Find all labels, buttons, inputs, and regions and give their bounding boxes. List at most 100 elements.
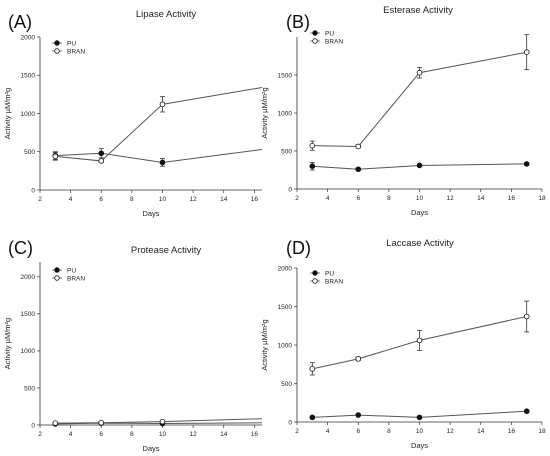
- y-tick-label: 1500: [278, 72, 293, 79]
- data-point: [523, 313, 530, 320]
- series-pu: PU: [309, 30, 530, 173]
- legend-marker: [54, 40, 60, 46]
- data-point: [355, 166, 362, 173]
- y-tick-label: 2000: [278, 265, 293, 272]
- series-bran: BRAN: [52, 48, 263, 164]
- data-point: [416, 162, 423, 169]
- legend-marker: [54, 267, 60, 273]
- chart-panel-4: (D) Laccase Activity 2 4 6 8 10 12 14 16 18 0 500 100…: [260, 238, 546, 450]
- legend-label: BRAN: [325, 278, 343, 285]
- data-point: [159, 159, 166, 166]
- series-line: [312, 163, 527, 170]
- x-tick-label: 4: [326, 428, 330, 435]
- legend-marker: [312, 30, 318, 36]
- data-point: [355, 412, 362, 418]
- x-tick-label: 12: [189, 431, 197, 438]
- legend-label: PU: [67, 40, 76, 47]
- x-tick-label: 16: [508, 428, 516, 435]
- data-point: [416, 414, 423, 421]
- series-line: [55, 86, 263, 162]
- y-tick-label: 1500: [278, 304, 293, 311]
- series-line: [55, 148, 263, 163]
- y-tick-label: 1000: [278, 110, 293, 117]
- y-tick-label: 0: [288, 186, 292, 193]
- series-line: [312, 410, 527, 418]
- y-tick-label: 1500: [21, 73, 36, 80]
- x-tick-label: 2: [38, 431, 42, 438]
- x-tick-label: 8: [387, 428, 391, 435]
- y-tick-label: 500: [24, 385, 35, 392]
- legend-label: BRAN: [67, 48, 85, 55]
- data-point: [416, 69, 423, 76]
- data-point: [159, 101, 166, 108]
- chart-title: Esterase Activity: [383, 5, 453, 16]
- x-tick-label: 10: [159, 431, 167, 438]
- data-point: [98, 150, 105, 157]
- y-tick-label: 2000: [21, 274, 36, 281]
- chart-panel-2: (B) Esterase Activity 2 4 6 8 10 12 14 16 18 0 500 10…: [260, 5, 546, 217]
- series-pu: PU: [309, 270, 530, 421]
- y-tick-label: 0: [31, 422, 35, 429]
- data-point: [523, 408, 530, 415]
- panel-letter: (B): [286, 12, 310, 32]
- data-point: [523, 49, 530, 55]
- y-tick-label: 2000: [21, 34, 36, 41]
- series-line: [312, 51, 527, 147]
- panel-letter: (C): [8, 238, 33, 258]
- legend-marker: [312, 278, 318, 284]
- y-axis-label: Activity µM/m²g: [3, 318, 12, 369]
- x-tick-label: 14: [477, 195, 485, 202]
- x-tick-label: 10: [159, 196, 167, 203]
- chart-title: Laccase Activity: [386, 238, 454, 249]
- x-tick-label: 12: [447, 195, 455, 202]
- series-bran: BRAN: [309, 34, 530, 151]
- data-point: [309, 414, 316, 421]
- data-point: [52, 420, 59, 426]
- x-tick-label: 4: [69, 196, 73, 203]
- legend-marker: [312, 270, 318, 276]
- legend-label: BRAN: [67, 275, 85, 282]
- x-tick-label: 6: [99, 196, 103, 203]
- series-bran: BRAN: [309, 278, 530, 376]
- x-tick-label: 2: [38, 196, 42, 203]
- chart-panel-3: (C) Protease Activity 2 4 6 8 10 12 14 16 0 500 1000…: [3, 238, 263, 453]
- data-point: [159, 418, 166, 425]
- series-line: [55, 418, 263, 424]
- x-tick-label: 8: [130, 196, 134, 203]
- legend-marker: [54, 275, 60, 281]
- series-line: [312, 316, 527, 370]
- x-tick-label: 16: [251, 431, 259, 438]
- data-point: [98, 158, 105, 164]
- x-tick-label: 4: [326, 195, 330, 202]
- x-tick-label: 12: [447, 428, 455, 435]
- x-tick-label: 14: [477, 428, 485, 435]
- data-point: [309, 142, 316, 149]
- y-axis-label: Activity µM/m²g: [3, 88, 12, 139]
- data-point: [523, 161, 530, 167]
- y-tick-label: 500: [281, 381, 292, 388]
- x-tick-label: 8: [130, 431, 134, 438]
- legend-label: PU: [325, 30, 334, 37]
- panel-letter: (D): [286, 238, 311, 258]
- legend-marker: [54, 48, 60, 54]
- series-line: [55, 422, 263, 425]
- y-tick-label: 1500: [21, 311, 36, 318]
- x-tick-label: 12: [189, 196, 197, 203]
- data-point: [98, 419, 105, 426]
- x-tick-label: 2: [295, 428, 299, 435]
- y-tick-label: 1000: [21, 111, 36, 118]
- data-point: [309, 163, 316, 170]
- data-point: [355, 143, 362, 150]
- x-tick-label: 18: [538, 428, 546, 435]
- x-tick-label: 8: [387, 195, 391, 202]
- x-axis-label: Days: [411, 441, 428, 450]
- y-tick-label: 1000: [21, 348, 36, 355]
- x-tick-label: 6: [356, 195, 360, 202]
- x-tick-label: 18: [538, 195, 546, 202]
- x-tick-label: 4: [69, 431, 73, 438]
- legend-label: PU: [67, 267, 76, 274]
- legend-label: BRAN: [325, 38, 343, 45]
- y-axis-label: Activity µM/m²g: [260, 319, 269, 370]
- chart-panel-1: (A) Lipase Activity 2 4 6 8 10 12 14 16 0 500 1000 15…: [3, 9, 263, 218]
